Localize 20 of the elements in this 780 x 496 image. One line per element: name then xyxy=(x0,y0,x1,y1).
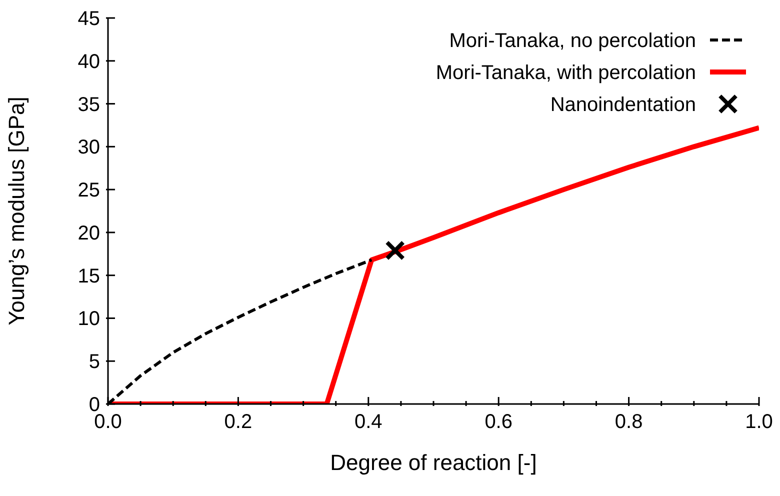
x-tick-label: 1.0 xyxy=(745,411,773,433)
y-tick-label: 5 xyxy=(88,351,100,374)
x-tick-label: 0.4 xyxy=(354,411,382,433)
y-tick-label: 30 xyxy=(78,136,100,159)
y-tick-label: 40 xyxy=(78,50,100,73)
x-tick-label: 0.6 xyxy=(484,411,513,433)
legend-label: Mori-Tanaka, no percolation xyxy=(449,30,696,52)
y-tick-label: 25 xyxy=(78,180,100,202)
legend-label: Mori-Tanaka, with percolation xyxy=(436,62,696,84)
legend-label: Nanoindentation xyxy=(550,94,696,116)
y-tick-label: 10 xyxy=(78,308,100,330)
y-tick-label: 45 xyxy=(78,8,100,30)
x-tick-label: 0.2 xyxy=(224,411,252,433)
y-tick-label: 20 xyxy=(78,222,100,244)
x-tick-label: 0.0 xyxy=(94,411,122,433)
x-axis-title: Degree of reaction [-] xyxy=(330,450,537,475)
y-axis-title: Young’s modulus [GPa] xyxy=(4,96,29,326)
x-tick-label: 0.8 xyxy=(614,411,643,433)
y-tick-label: 15 xyxy=(78,265,100,288)
y-tick-label: 35 xyxy=(78,94,100,116)
